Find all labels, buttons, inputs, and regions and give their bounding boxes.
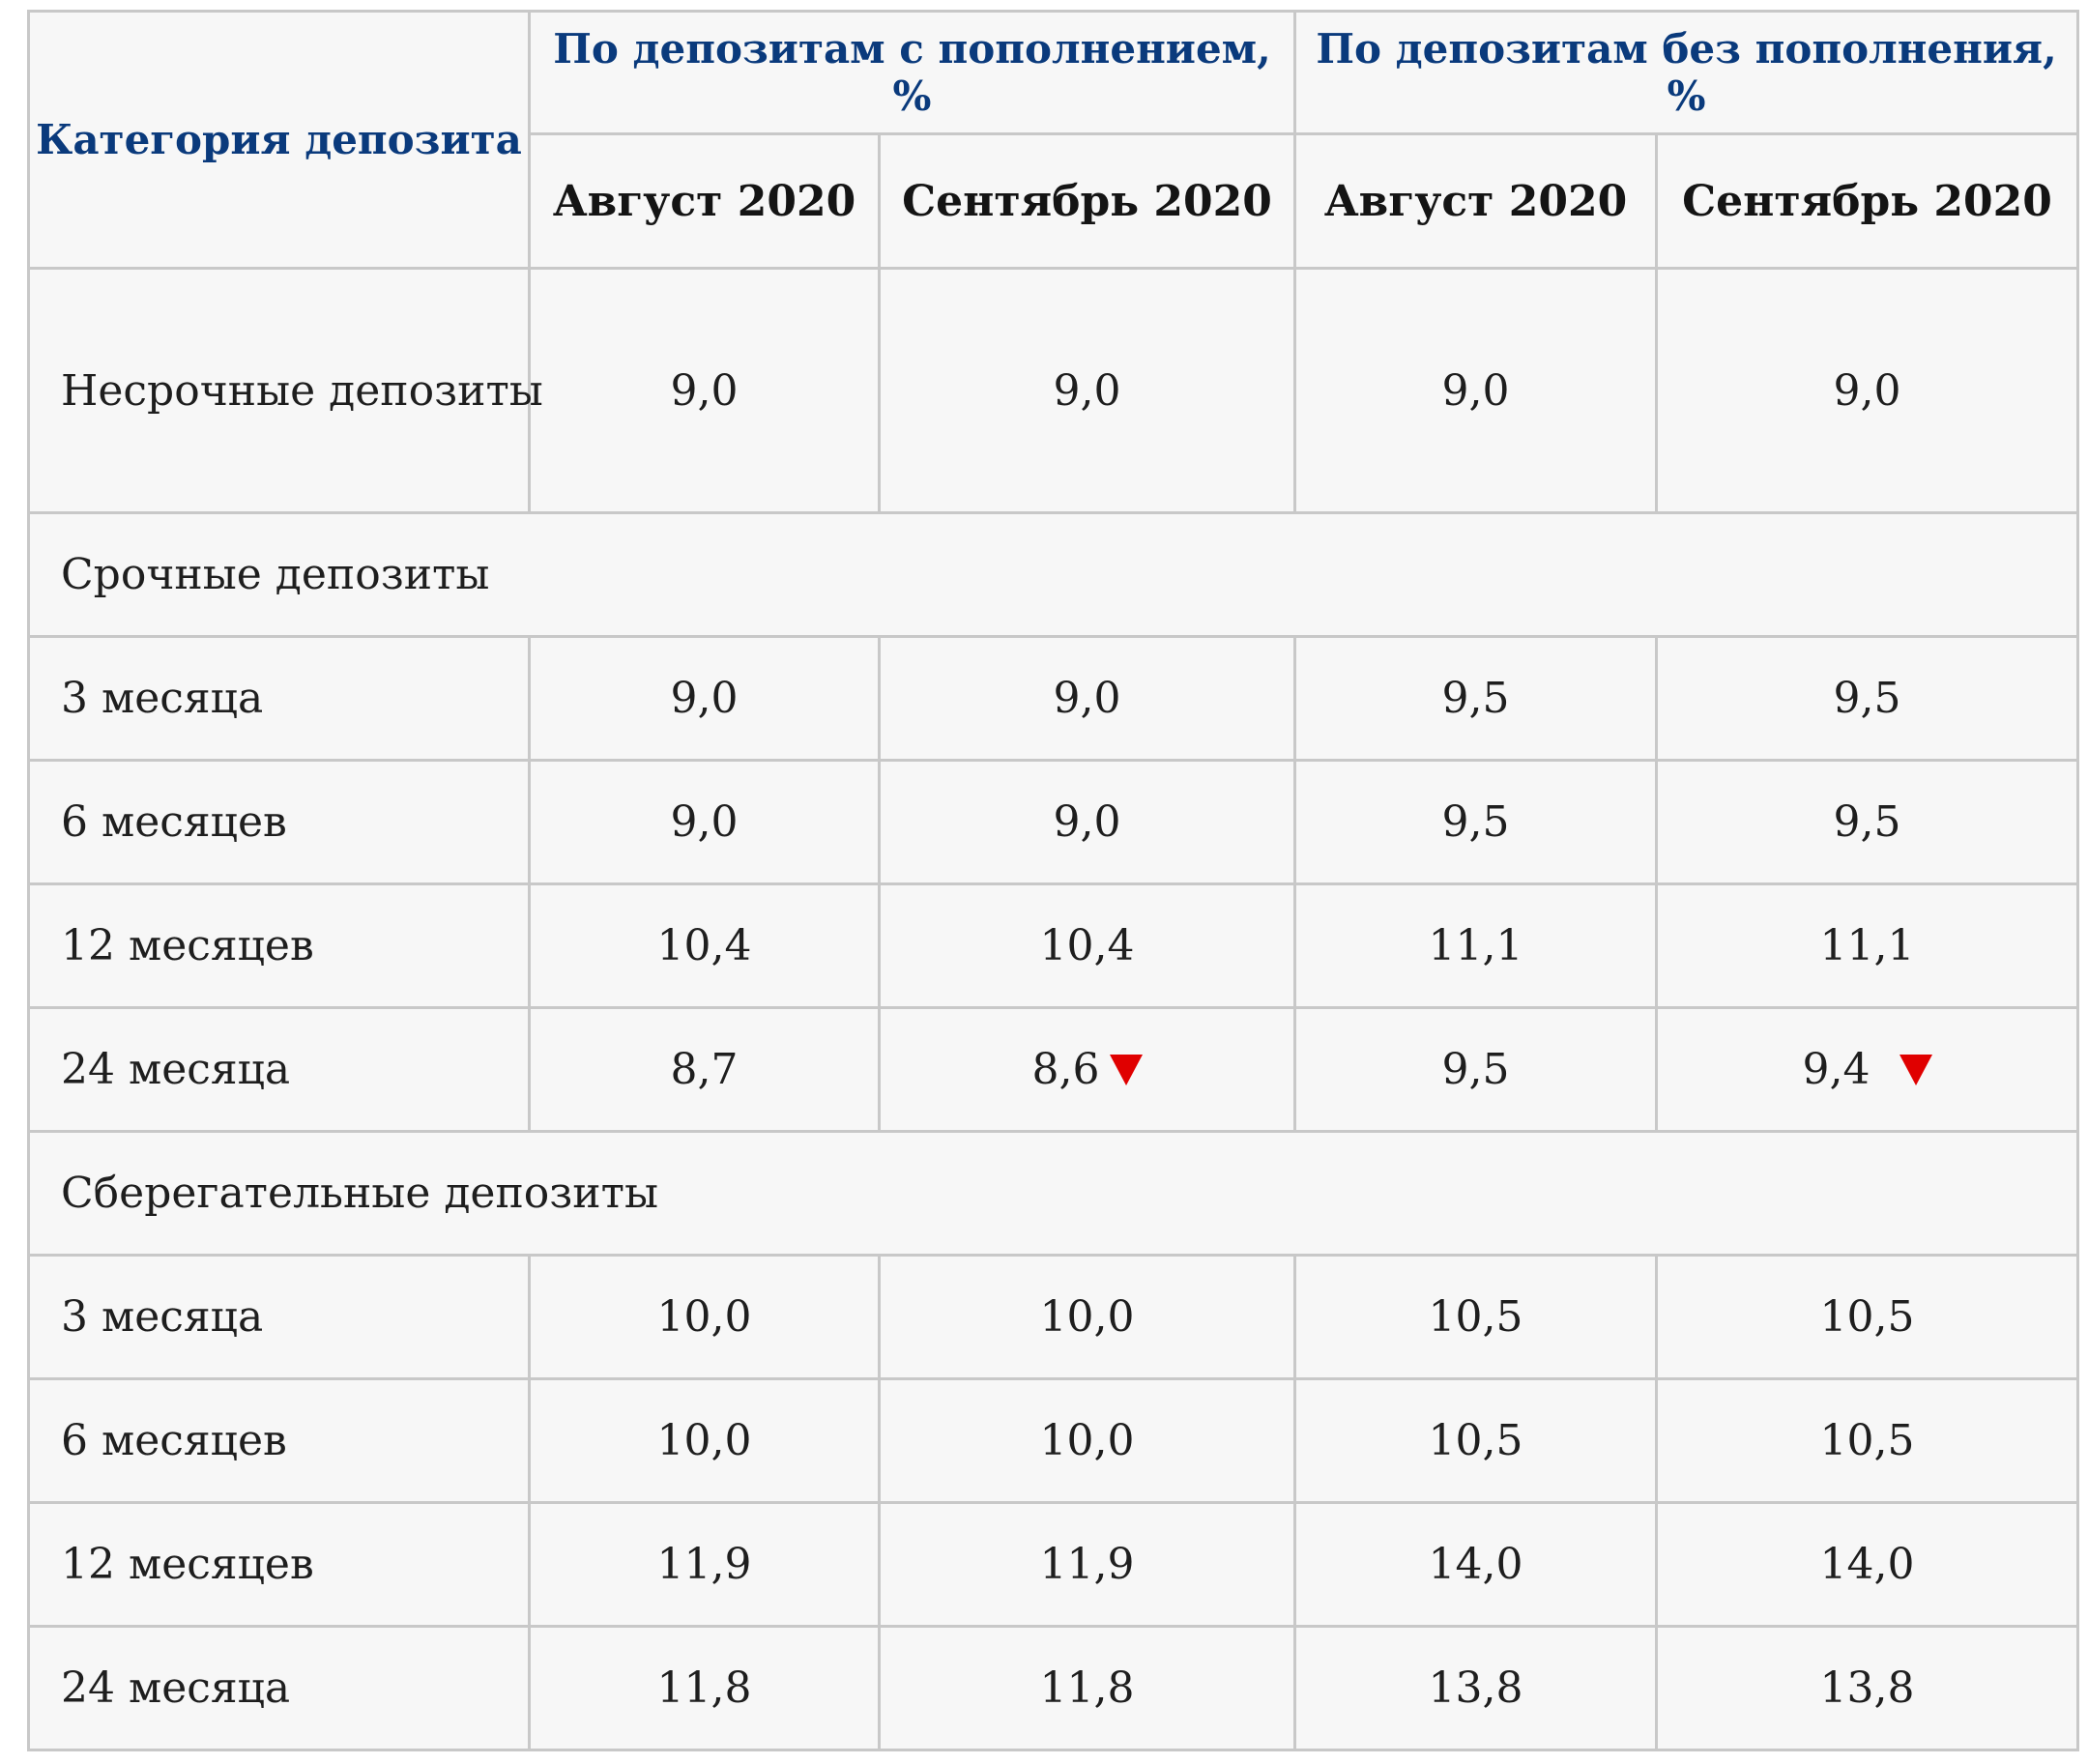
header-month: Сентябрь 2020 [1655, 132, 2080, 270]
rate-cell: 14,0 [1655, 1501, 2080, 1628]
header-category: Категория депозита [27, 10, 531, 270]
rate-cell: 10,0 [528, 1377, 881, 1504]
rate-cell: 10,5 [1293, 1254, 1659, 1380]
row-label: 6 месяцев [27, 1377, 531, 1504]
rate-cell: 9,0 [877, 635, 1297, 762]
table-row: Несрочные депозиты 9,0 9,0 9,0 9,0 [27, 267, 2080, 514]
rate-cell: 10,4 [528, 882, 881, 1009]
section-title-savings: Сберегательные депозиты [26, 1130, 2080, 1257]
rate-cell: 10,4 [877, 882, 1297, 1009]
header-group-without-topup: По депозитам без пополнения, % [1293, 10, 2080, 135]
rate-cell: 10,5 [1655, 1254, 2080, 1380]
rate-cell: 13,8 [1655, 1625, 2080, 1751]
table-row: 24 месяца 8,7 8,6 9,5 9,4 [27, 1006, 2080, 1133]
rate-cell: 10,0 [877, 1254, 1297, 1380]
rate-cell: 10,5 [1655, 1377, 2080, 1504]
rate-cell: 9,5 [1655, 759, 2080, 885]
rate-cell: 9,5 [1655, 635, 2080, 762]
table-row: 6 месяцев 9,0 9,0 9,5 9,5 [27, 759, 2080, 885]
rate-cell: 9,0 [528, 759, 881, 885]
header-month: Август 2020 [528, 132, 881, 270]
row-label: 3 месяца [27, 635, 531, 762]
rate-cell: 11,8 [877, 1625, 1297, 1751]
rate-cell: 13,8 [1293, 1625, 1659, 1751]
header-month: Сентябрь 2020 [877, 132, 1297, 270]
table-row: 6 месяцев 10,0 10,0 10,5 10,5 [27, 1377, 2080, 1504]
rate-cell: 11,1 [1293, 882, 1659, 1009]
deposit-rates-container: Категория депозита По депозитам с пополн… [26, 10, 2080, 1751]
row-label: 12 месяцев [27, 1501, 531, 1628]
header-group-with-topup: По депозитам с пополнением, % [527, 10, 1297, 135]
header-row-months: Август 2020 Сентябрь 2020 Август 2020 Се… [29, 132, 2080, 270]
decrease-arrow-icon [1109, 1054, 1143, 1085]
header-month: Август 2020 [1293, 132, 1659, 270]
rate-cell: 11,9 [877, 1501, 1297, 1628]
rate-cell: 10,5 [1293, 1377, 1659, 1504]
row-label: 3 месяца [27, 1254, 531, 1380]
row-label: 24 месяца [27, 1625, 531, 1751]
rate-cell: 10,0 [877, 1377, 1297, 1504]
section-row: Срочные депозиты [26, 511, 2080, 638]
rate-cell: 9,5 [1293, 759, 1659, 885]
row-label: 24 месяца [27, 1006, 531, 1133]
rate-cell: 9,0 [877, 267, 1297, 514]
table-row: 3 месяца 9,0 9,0 9,5 9,5 [27, 635, 2080, 762]
row-label: 12 месяцев [27, 882, 531, 1009]
row-label: 6 месяцев [27, 759, 531, 885]
rate-cell: 9,0 [1293, 267, 1659, 514]
rate-cell: 11,1 [1655, 882, 2080, 1009]
section-row: Сберегательные депозиты [26, 1130, 2080, 1257]
table-row: 12 месяцев 10,4 10,4 11,1 11,1 [27, 882, 2080, 1009]
section-title-term: Срочные депозиты [26, 511, 2080, 638]
rate-cell: 9,0 [877, 759, 1297, 885]
rate-cell: 11,9 [528, 1501, 881, 1628]
rate-cell: 9,5 [1293, 635, 1659, 762]
row-label: Несрочные депозиты [27, 267, 543, 514]
decrease-arrow-icon [1899, 1054, 1932, 1085]
rate-cell: 8,7 [528, 1006, 881, 1133]
rate-cell: 9,0 [528, 635, 881, 762]
table-row: 3 месяца 10,0 10,0 10,5 10,5 [27, 1254, 2080, 1380]
rate-cell: 14,0 [1293, 1501, 1659, 1628]
rate-value: 9,4 [1802, 1045, 1870, 1094]
rate-cell: 9,0 [1655, 267, 2080, 514]
table-row: 24 месяца 11,8 11,8 13,8 13,8 [27, 1625, 2080, 1751]
header-row-groups: Категория депозита По депозитам с пополн… [27, 10, 2080, 270]
rate-cell: 10,0 [528, 1254, 881, 1380]
rate-cell-decreased: 8,6 [877, 1006, 1297, 1133]
rate-cell: 9,5 [1293, 1006, 1659, 1133]
table-row: 12 месяцев 11,9 11,9 14,0 14,0 [27, 1501, 2080, 1628]
rate-cell-decreased: 9,4 [1655, 1006, 2080, 1133]
rate-cell: 9,0 [528, 267, 881, 514]
rate-value: 8,6 [1031, 1045, 1100, 1094]
deposit-rates-table: Категория депозита По депозитам с пополн… [26, 10, 2080, 1751]
rate-cell: 11,8 [528, 1625, 881, 1751]
